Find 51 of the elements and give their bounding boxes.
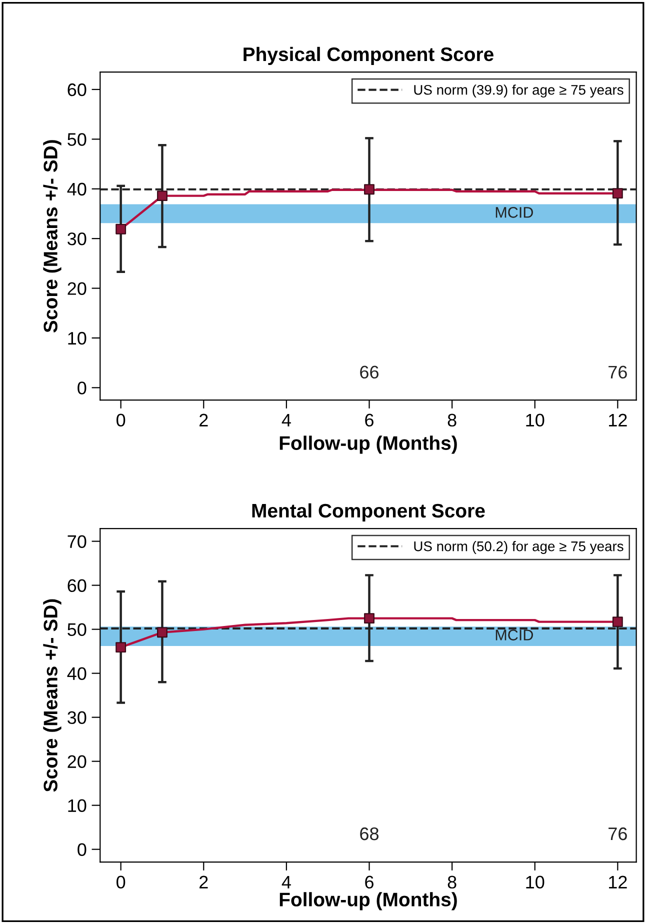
point (116, 642, 126, 653)
chart-title: Physical Component Score (244, 46, 494, 65)
y-tick-label: 10 (68, 332, 86, 345)
x-tick-label: 10 (526, 876, 544, 889)
x-tick-label: 2 (200, 876, 208, 888)
legend-label: US norm (39.9) for age ≥ 75 years (414, 84, 624, 98)
x-tick-label: 10 (526, 414, 544, 427)
x-tick-label: 6 (365, 414, 374, 427)
x-tick-label: 2 (200, 414, 208, 426)
y-tick-label: 60 (68, 83, 86, 96)
x-tick-label: 4 (282, 414, 291, 426)
x-tick-label: 4 (282, 876, 291, 888)
y-tick-label: 40 (67, 182, 86, 196)
x-tick-label: 12 (609, 414, 627, 426)
y-tick-label: 10 (68, 799, 86, 812)
x-axis-title: Follow-up (Months) (280, 892, 457, 910)
annotation: 66 (360, 366, 379, 379)
y-tick-label: 0 (78, 843, 86, 856)
band-label: MCID (496, 207, 533, 218)
x-tick-label: 12 (609, 876, 627, 888)
annotation: 68 (360, 827, 379, 840)
point (116, 224, 126, 234)
point (364, 613, 374, 624)
point (157, 627, 168, 638)
y-tick-label: 30 (68, 711, 86, 724)
band-label: MCID (496, 630, 533, 640)
point (612, 616, 623, 628)
y-axis-title: Score (Means +/- SD) (43, 140, 62, 332)
point (364, 184, 374, 195)
x-tick-label: 0 (116, 876, 126, 889)
x-axis-title: Follow-up (Months) (280, 436, 457, 454)
y-tick-label: 50 (68, 623, 86, 636)
x-tick-label: 8 (448, 876, 456, 889)
y-tick-label: 60 (68, 579, 86, 592)
y-tick-label: 20 (68, 755, 86, 768)
y-tick-label: 50 (68, 133, 86, 146)
y-tick-label: 20 (68, 282, 86, 295)
annotation: 76 (608, 366, 627, 379)
x-tick-label: 0 (116, 414, 126, 427)
point (612, 188, 623, 199)
y-tick-label: 70 (68, 535, 86, 548)
legend-label: US norm (50.2) for age ≥ 75 years (414, 541, 624, 554)
chart-title: Mental Component Score (252, 503, 485, 522)
y-tick-label: 40 (67, 667, 86, 680)
x-tick-label: 8 (448, 414, 456, 427)
annotation: 76 (608, 827, 627, 840)
x-tick-label: 6 (365, 876, 374, 889)
y-axis-title: Score (Means +/- SD) (43, 599, 62, 792)
y-tick-label: 0 (78, 382, 86, 394)
y-tick-label: 30 (68, 232, 86, 246)
point (157, 190, 168, 202)
